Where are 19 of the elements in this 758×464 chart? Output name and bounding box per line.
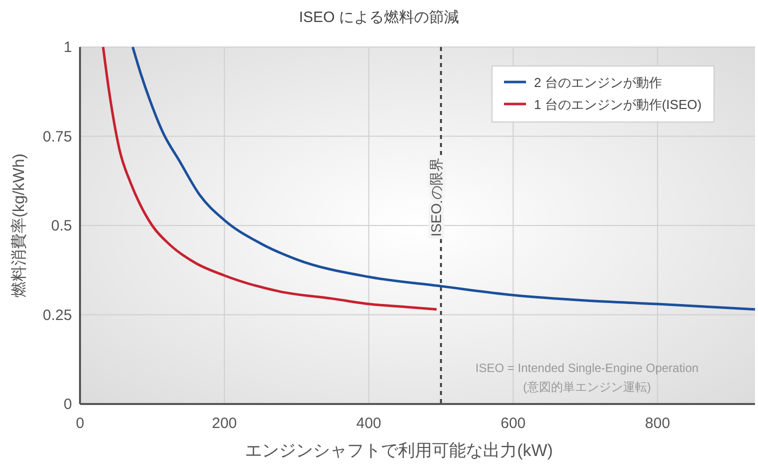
x-tick-label: 0 [76, 415, 84, 432]
y-tick-label: 0.75 [42, 128, 72, 146]
line-series [131, 46, 756, 311]
legend-label: 2 台のエンジンが動作 [534, 75, 662, 90]
y-tick-label: 1 [64, 39, 72, 56]
x-tick-label: 800 [645, 415, 670, 432]
annotation: ISEO = Intended Single-Engine Operation [475, 361, 699, 375]
y-tick-label: 0.5 [51, 218, 72, 234]
x-tick-label: 200 [212, 415, 237, 432]
chart-title: ISEO による燃料の節減 [298, 9, 460, 26]
x-tick-label: 600 [500, 415, 526, 432]
x-axis-title: エンジンシャフトで利用可能な出力(kW) [245, 441, 553, 460]
y-tick-label: 0.25 [42, 306, 72, 324]
legend-label: 1 台のエンジンが動作(ISEO) [534, 97, 702, 112]
y-axis-title: 燃料消費率(kg/kWh) [10, 154, 28, 298]
annotation: (意図的単エンジン運転) [523, 380, 651, 394]
y-tick-label: 0 [64, 396, 72, 413]
x-tick-label: 400 [356, 415, 382, 432]
ref-line-label: ISEO の限界 [428, 157, 444, 237]
